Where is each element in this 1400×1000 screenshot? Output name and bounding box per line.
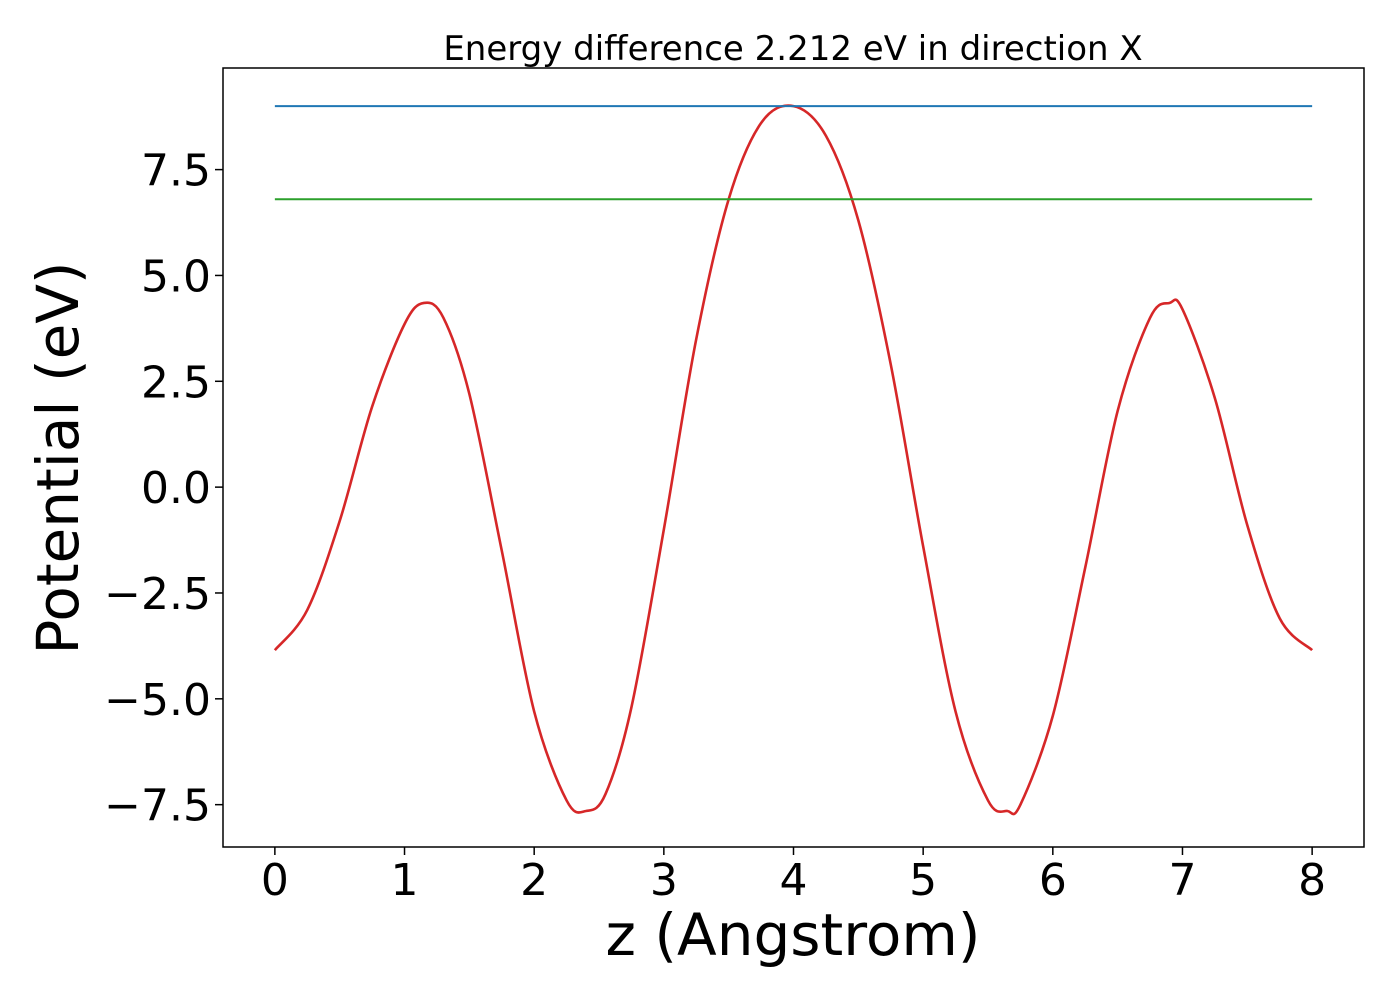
x-tick-label: 1 — [391, 855, 419, 906]
x-tick-label: 2 — [520, 855, 548, 906]
x-tick-label: 4 — [780, 855, 808, 906]
y-axis-label: Potential (eV) — [24, 261, 92, 654]
x-tick-label: 8 — [1298, 855, 1326, 906]
y-tick-label: 5.0 — [141, 251, 211, 302]
x-tick-label: 6 — [1039, 855, 1067, 906]
x-tick-label: 7 — [1168, 855, 1196, 906]
y-tick-label: −5.0 — [104, 675, 211, 726]
y-tick-label: −7.5 — [104, 781, 211, 832]
y-tick-label: −2.5 — [104, 569, 211, 620]
y-axis: −7.5 −5.0 −2.5 0.0 2.5 5.0 7.5 — [104, 146, 223, 832]
x-axis-label: z (Angstrom) — [606, 901, 981, 969]
y-tick-label: 2.5 — [141, 357, 211, 408]
series-layer — [273, 104, 1314, 816]
x-tick-label: 0 — [261, 855, 289, 906]
x-tick-label: 5 — [909, 855, 937, 906]
y-tick-label: 0.0 — [141, 463, 211, 514]
x-tick-label: 3 — [650, 855, 678, 906]
y-tick-label: 7.5 — [141, 146, 211, 197]
series-line-1 — [273, 104, 1314, 816]
plot-frame — [222, 67, 1365, 848]
x-axis: 0 1 2 3 4 5 6 7 8 — [261, 847, 1326, 906]
chart-title: Energy difference 2.212 eV in direction … — [443, 29, 1142, 69]
